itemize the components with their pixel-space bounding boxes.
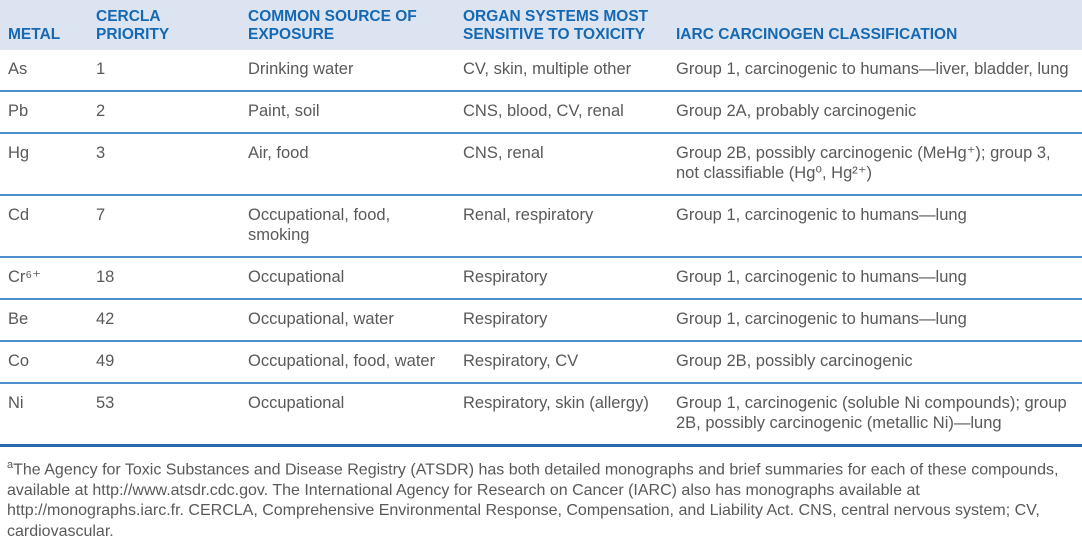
column-header-organ-systems: ORGAN SYSTEMS MOST SENSITIVE TO TOXICITY — [463, 8, 649, 43]
cell-iarc: Group 2B, possibly carcinogenic — [676, 352, 913, 370]
cell-cercla-priority: 7 — [96, 206, 106, 224]
cell-cercla-priority: 2 — [96, 102, 106, 120]
footnote-marker: a — [7, 459, 14, 471]
cell-source: Occupational — [248, 394, 345, 412]
table-row-cd: Cd 7 Occupational, food, smoking Renal, … — [0, 196, 1082, 258]
cell-source: Occupational — [248, 268, 345, 286]
cell-cercla-priority: 1 — [96, 60, 106, 78]
cell-iarc: Group 1, carcinogenic to humans—lung — [676, 206, 967, 224]
table-row-cr: Cr⁶⁺ 18 Occupational Respiratory Group 1… — [0, 258, 1082, 300]
cell-cercla-priority: 49 — [96, 352, 115, 370]
cell-iarc: Group 1, carcinogenic to humans—liver, b… — [676, 60, 1069, 78]
cell-metal: Ni — [8, 394, 24, 412]
cell-iarc: Group 2B, possibly carcinogenic (MeHg⁺);… — [676, 144, 1051, 182]
cell-iarc: Group 2A, probably carcinogenic — [676, 102, 917, 120]
table-footnote: aThe Agency for Toxic Substances and Dis… — [0, 447, 1082, 542]
cell-organ-systems: Respiratory — [463, 310, 548, 328]
cell-cercla-priority: 53 — [96, 394, 115, 412]
cell-iarc: Group 1, carcinogenic to humans—lung — [676, 310, 967, 328]
cell-cercla-priority: 42 — [96, 310, 115, 328]
cell-organ-systems: CNS, blood, CV, renal — [463, 102, 624, 120]
column-header-common-source: COMMON SOURCE OF EXPOSURE — [248, 8, 417, 43]
column-header-metal: METAL — [8, 26, 61, 43]
table-row-as: As 1 Drinking water CV, skin, multiple o… — [0, 50, 1082, 92]
cell-organ-systems: Respiratory, skin (allergy) — [463, 394, 649, 412]
cell-metal: As — [8, 60, 28, 78]
table-row-ni: Ni 53 Occupational Respiratory, skin (al… — [0, 384, 1082, 447]
column-header-cercla-priority: CERCLA PRIORITY — [96, 8, 170, 43]
cell-metal: Co — [8, 352, 30, 370]
cell-iarc: Group 1, carcinogenic (soluble Ni compou… — [676, 394, 1067, 432]
cell-organ-systems: Respiratory, CV — [463, 352, 579, 370]
column-header-iarc-classification: IARC CARCINOGEN CLASSIFICATION — [676, 26, 958, 43]
cell-iarc: Group 1, carcinogenic to humans—lung — [676, 268, 967, 286]
cell-source: Drinking water — [248, 60, 354, 78]
table-row-co: Co 49 Occupational, food, water Respirat… — [0, 342, 1082, 384]
cell-organ-systems: Renal, respiratory — [463, 206, 594, 224]
cell-source: Occupational, food, smoking — [248, 206, 391, 244]
cell-source: Air, food — [248, 144, 309, 162]
table-header-row: METAL CERCLA PRIORITY COMMON SOURCE OF E… — [0, 0, 1082, 50]
cell-cercla-priority: 3 — [96, 144, 106, 162]
table-row-be: Be 42 Occupational, water Respiratory Gr… — [0, 300, 1082, 342]
cell-cercla-priority: 18 — [96, 268, 115, 286]
cell-metal: Cd — [8, 206, 30, 224]
cell-organ-systems: CV, skin, multiple other — [463, 60, 632, 78]
cell-metal: Pb — [8, 102, 29, 120]
cell-source: Occupational, water — [248, 310, 394, 328]
footnote-text: The Agency for Toxic Substances and Dise… — [7, 461, 1059, 540]
cell-source: Occupational, food, water — [248, 352, 436, 370]
cell-organ-systems: CNS, renal — [463, 144, 544, 162]
cell-organ-systems: Respiratory — [463, 268, 548, 286]
cell-metal: Be — [8, 310, 29, 328]
cell-source: Paint, soil — [248, 102, 320, 120]
table-row-hg: Hg 3 Air, food CNS, renal Group 2B, poss… — [0, 134, 1082, 196]
cell-metal: Cr⁶⁺ — [8, 268, 41, 286]
table-row-pb: Pb 2 Paint, soil CNS, blood, CV, renal G… — [0, 92, 1082, 134]
cell-metal: Hg — [8, 144, 30, 162]
